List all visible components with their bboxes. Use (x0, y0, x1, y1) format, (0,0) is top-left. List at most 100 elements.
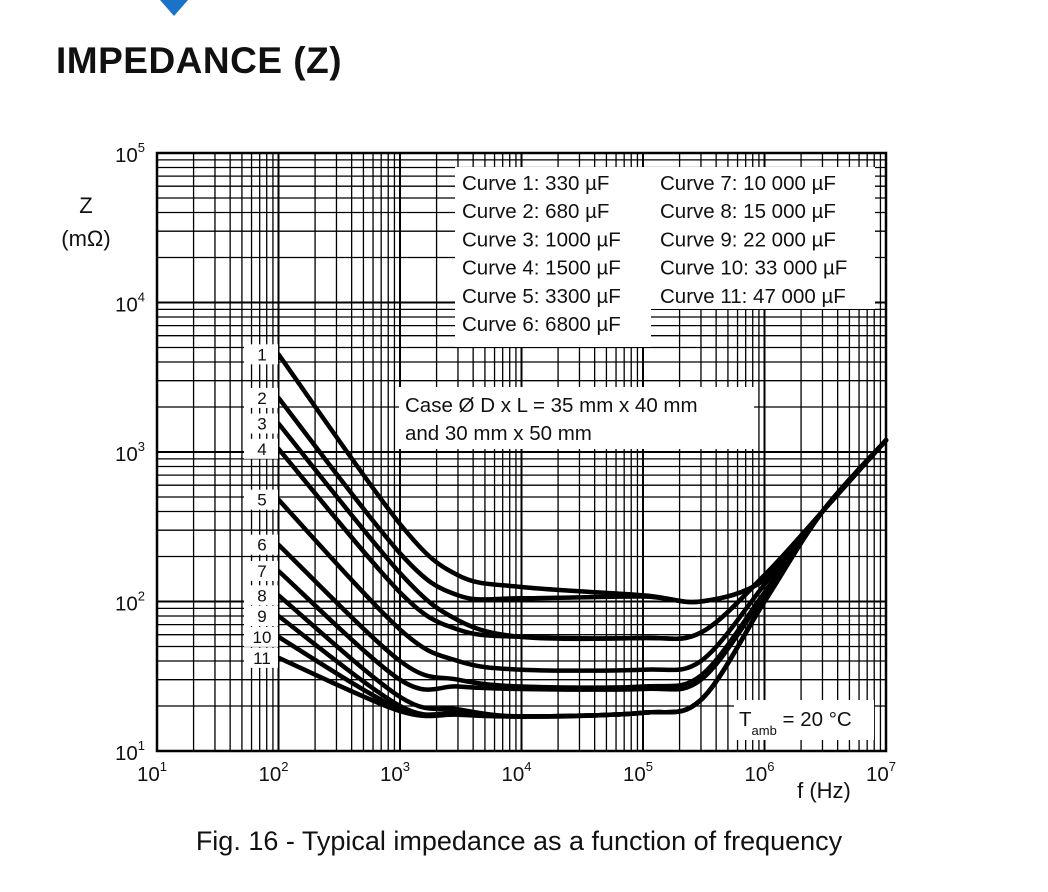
temperature-note: Tamb = 20 °C (734, 700, 874, 740)
case-note-line-2: and 30 mm x 50 mm (405, 422, 592, 445)
x-tick-label: 105 (623, 759, 653, 786)
curve-11-line (276, 437, 889, 719)
x-tick-base: 10 (137, 763, 160, 786)
curve-6-line (276, 437, 889, 690)
curve-8-label: 8 (257, 586, 266, 605)
y-axis-title-line-1: Z (79, 193, 92, 218)
x-tick-exponent: 5 (646, 759, 653, 774)
curve-2-label-background (244, 387, 278, 408)
y-axis-title: Z (mΩ) (61, 193, 110, 251)
y-tick-label: 104 (115, 290, 145, 317)
x-tick-base: 10 (501, 763, 524, 786)
legend-entry-8: Curve 8: 15 000 µF (660, 200, 836, 223)
curve-3-label-background (244, 413, 278, 434)
legend-entry-3: Curve 3: 1000 µF (462, 228, 621, 251)
curve-10-label: 10 (253, 628, 272, 647)
legend-entries: Curve 1: 330 µF Curve 2: 680 µF Curve 3: 1… (462, 172, 847, 336)
y-axis-title-line-2: (mΩ) (61, 226, 110, 251)
x-tick-label: 106 (744, 759, 774, 786)
curve-6-label: 6 (257, 536, 266, 555)
curve-7-label: 7 (257, 562, 266, 581)
curve-11-label: 11 (253, 649, 271, 668)
x-tick-label: 104 (501, 759, 531, 786)
x-tick-base: 10 (380, 763, 403, 786)
legend-entry-4: Curve 4: 1500 µF (462, 257, 621, 280)
temperature-symbol: T (739, 708, 752, 731)
legend-background-main (455, 167, 875, 309)
x-tick-base: 10 (866, 763, 889, 786)
y-tick-label: 102 (115, 589, 145, 616)
x-tick-exponent: 1 (160, 759, 167, 774)
y-tick-base: 10 (115, 742, 138, 765)
curve-8-label-background (244, 585, 278, 606)
y-tick-label: 103 (115, 439, 145, 466)
figure-caption: Fig. 16 - Typical impedance as a functio… (195, 826, 843, 856)
curve-1-label: 1 (257, 345, 266, 364)
x-tick-base: 10 (258, 763, 281, 786)
x-tick-exponent: 4 (524, 759, 531, 774)
legend-box: Curve 1: 330 µF Curve 2: 680 µF Curve 3: 1… (455, 167, 875, 347)
y-tick-base: 10 (115, 294, 138, 317)
y-tick-exponent: 5 (138, 140, 145, 155)
x-tick-labels: 101 102 103 104 105 106 107 (137, 759, 896, 786)
x-tick-exponent: 3 (403, 759, 410, 774)
x-tick-label: 103 (380, 759, 410, 786)
y-tick-exponent: 3 (138, 439, 145, 454)
y-tick-label: 101 (115, 738, 145, 765)
case-note-background (399, 387, 754, 449)
legend-background-tail (455, 305, 651, 347)
x-axis-title: f (Hz) (797, 778, 851, 803)
section-marker-icon (160, 0, 188, 16)
y-tick-exponent: 1 (138, 738, 145, 753)
curve-9-label: 9 (257, 607, 266, 626)
curve-number-labels: 1 2 3 4 5 6 7 8 9 10 11 (244, 344, 278, 668)
x-tick-exponent: 6 (767, 759, 774, 774)
plot-frame (155, 151, 888, 753)
marker-triangle (160, 0, 188, 16)
case-note-box: Case Ø D x L = 35 mm x 40 mm and 30 mm x… (399, 387, 754, 449)
section-heading: IMPEDANCE (Z) (56, 40, 343, 81)
legend-entry-9: Curve 9: 22 000 µF (660, 228, 836, 251)
legend-entry-2: Curve 2: 680 µF (462, 200, 609, 223)
y-tick-base: 10 (115, 443, 138, 466)
legend-entry-1: Curve 1: 330 µF (462, 172, 609, 195)
curve-4-label-background (244, 438, 278, 459)
case-note-line-1: Case Ø D x L = 35 mm x 40 mm (405, 394, 698, 417)
curve-7-label-background (244, 560, 278, 581)
figure-caption-wrap: Fig. 16 - Typical impedance as a functio… (0, 826, 1048, 857)
x-tick-label: 101 (137, 759, 167, 786)
x-tick-label: 107 (866, 759, 896, 786)
x-tick-base: 10 (623, 763, 646, 786)
y-tick-label: 105 (115, 140, 145, 167)
curve-2-label: 2 (257, 389, 266, 408)
x-tick-base: 10 (744, 763, 767, 786)
x-tick-exponent: 2 (281, 759, 288, 774)
temperature-note-background (734, 700, 874, 740)
curve-5-label-background (244, 489, 278, 510)
curve-3-label: 3 (257, 415, 266, 434)
curve-10-label-background (244, 626, 278, 647)
curve-layer (276, 352, 889, 719)
curve-4-label: 4 (257, 440, 266, 459)
curve-9-label-background (244, 605, 278, 626)
y-tick-base: 10 (115, 593, 138, 616)
x-tick-label: 102 (258, 759, 288, 786)
legend-entry-7: Curve 7: 10 000 µF (660, 172, 836, 195)
temperature-note-text: Tamb = 20 °C (739, 708, 852, 738)
temperature-value: = 20 °C (777, 708, 852, 731)
curve-1-label-background (244, 344, 278, 365)
curve-3-line (276, 421, 889, 642)
y-tick-exponent: 2 (138, 589, 145, 604)
legend-entry-5: Curve 5: 3300 µF (462, 285, 621, 308)
legend-entry-10: Curve 10: 33 000 µF (660, 257, 847, 280)
y-tick-base: 10 (115, 144, 138, 167)
curve-5-label: 5 (257, 491, 266, 510)
legend-entry-11: Curve 11: 47 000 µF (660, 285, 846, 308)
curve-11-label-background (244, 647, 278, 668)
curve-7-line (276, 437, 889, 692)
x-tick-exponent: 7 (889, 759, 896, 774)
y-tick-exponent: 4 (138, 290, 145, 305)
temperature-subscript: amb (752, 723, 777, 738)
